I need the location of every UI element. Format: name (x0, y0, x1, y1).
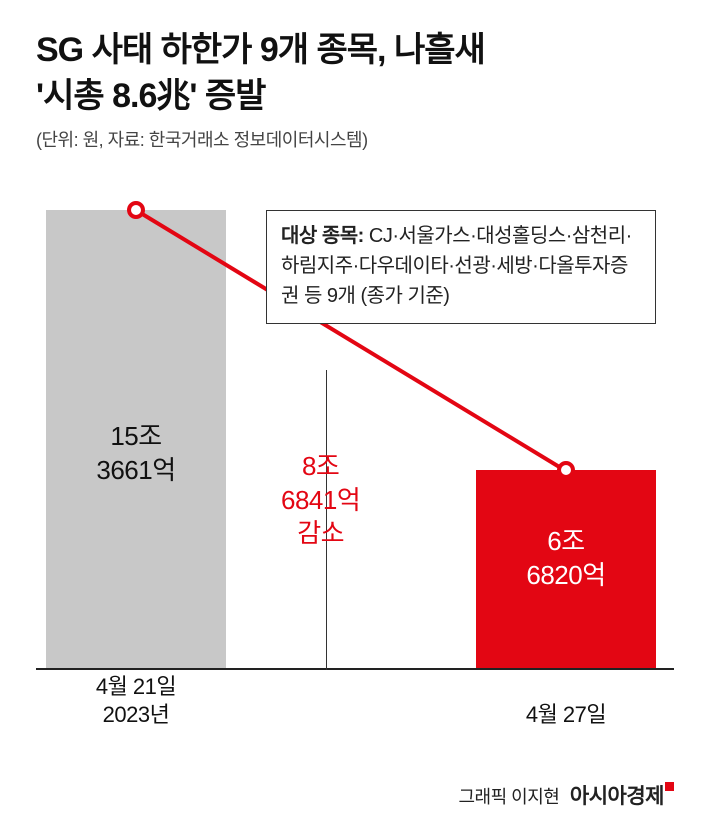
chart-area: 대상 종목: CJ·서울가스·대성홀딩스·삼천리·하림지주·다우데이타·선광·세… (36, 170, 674, 730)
x-axis-baseline (36, 668, 674, 670)
credit-author: 그래픽 이지현 (459, 787, 560, 807)
bar-after: 6조 6820억 (476, 470, 656, 670)
x-label-after: 4월 27일 (476, 701, 656, 730)
marker-before (127, 201, 145, 219)
bar-before-label: 15조 3661억 (46, 420, 226, 488)
chart-subtitle: (단위: 원, 자료: 한국거래소 정보데이터시스템) (36, 126, 674, 152)
decline-label: 8조 6841억 감소 (281, 450, 360, 551)
x-label-before: 4월 21일 2023년 (46, 673, 226, 730)
brand-accent-icon (665, 782, 674, 791)
infographic-container: SG 사태 하한가 9개 종목, 나흘새 '시총 8.6兆' 증발 (단위: 원… (0, 0, 710, 828)
credit-line: 그래픽 이지현 아시아경제 (459, 780, 675, 810)
chart-title: SG 사태 하한가 9개 종목, 나흘새 '시총 8.6兆' 증발 (36, 28, 674, 120)
marker-after (557, 461, 575, 479)
credit-brand: 아시아경제 (570, 785, 664, 808)
legend-box: 대상 종목: CJ·서울가스·대성홀딩스·삼천리·하림지주·다우데이타·선광·세… (266, 210, 656, 324)
legend-title: 대상 종목: (281, 225, 364, 247)
bar-after-label: 6조 6820억 (476, 525, 656, 593)
bar-before: 15조 3661억 (46, 210, 226, 670)
